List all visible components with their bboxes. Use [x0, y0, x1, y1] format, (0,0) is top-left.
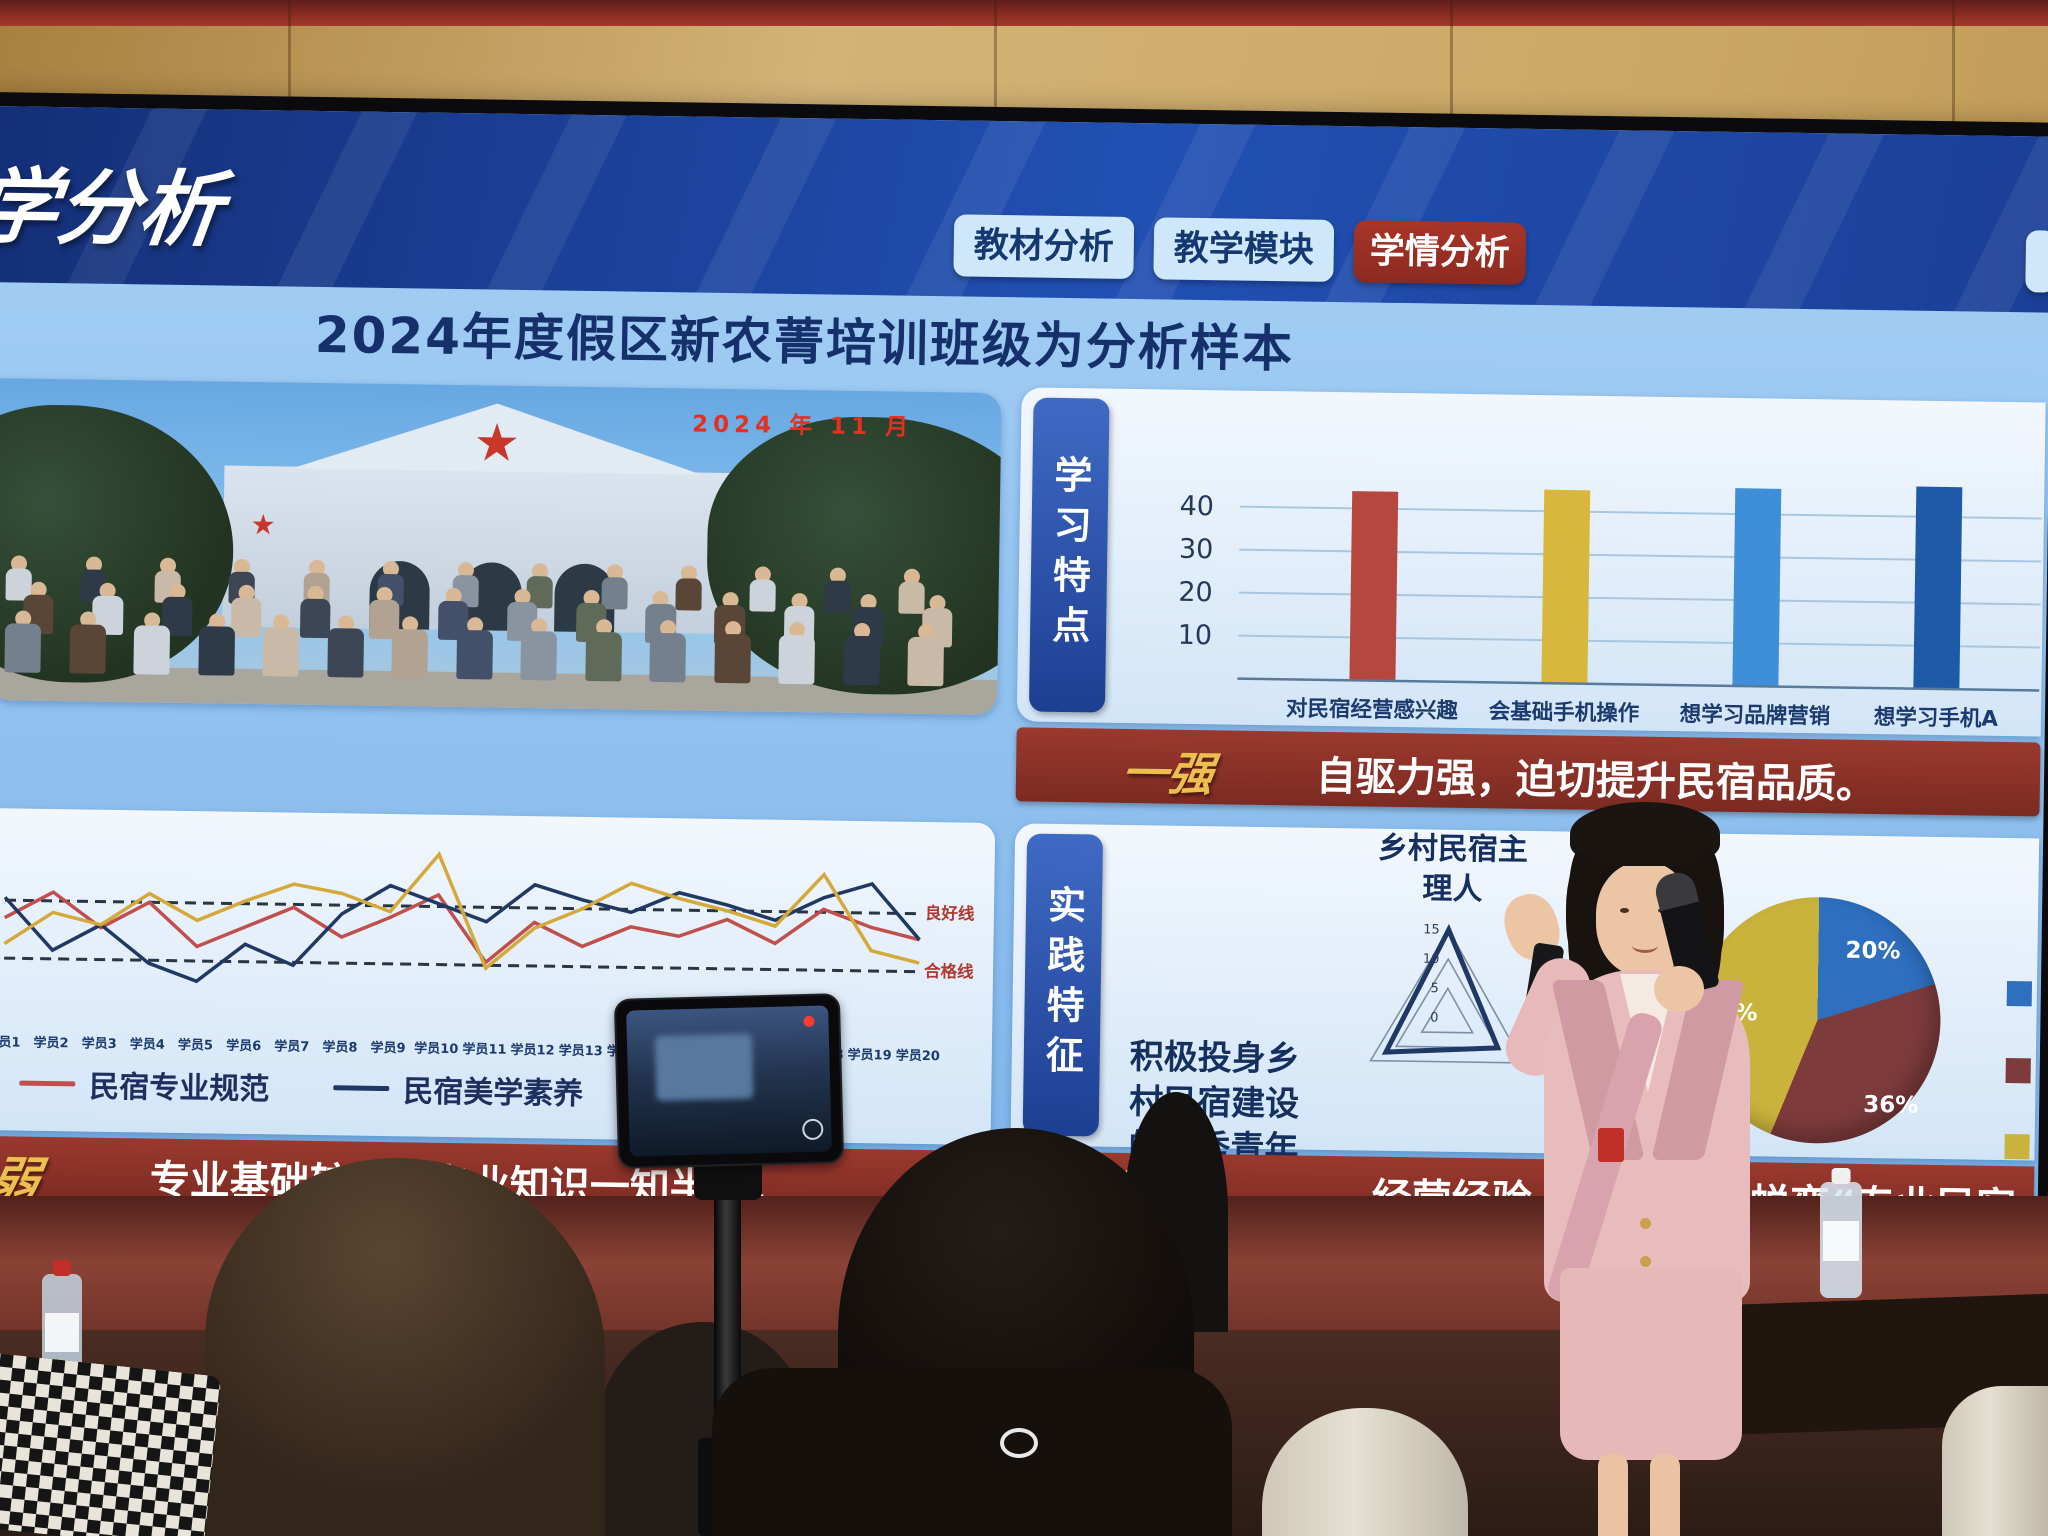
svg-text:合格线: 合格线	[924, 961, 974, 982]
legend-label: 民宿专业规范	[88, 1069, 270, 1108]
svg-text:学员10: 学员10	[414, 1040, 458, 1057]
presenter-eye	[1620, 908, 1629, 913]
wall-seam	[994, 0, 997, 150]
legend-item: 民宿美学素养	[333, 1065, 584, 1113]
svg-text:学员3: 学员3	[82, 1035, 117, 1052]
bar-chart: 10 20 30 40 对民宿经营感兴趣 会基础手机操作 想学习品牌营销 想学习手机A	[1109, 393, 2044, 737]
presenter-bangs	[1570, 802, 1720, 866]
svg-text:学员13: 学员13	[559, 1043, 603, 1060]
legend-swatch	[19, 1080, 76, 1086]
wall-seam	[1450, 0, 1453, 160]
svg-text:学员5: 学员5	[178, 1037, 213, 1054]
svg-text:30: 30	[1179, 534, 1214, 566]
presenter-smile	[1632, 938, 1658, 953]
line-chart-panel: 良好线 合格线 学员1 学员2 学员3 学员4 学员5 学员6 学员7 学员8 学员9 学员10 学员1…	[0, 808, 996, 1145]
pie-legend-item	[2006, 981, 2033, 1007]
svg-text:学员19: 学员19	[847, 1047, 891, 1064]
wall-seam	[1952, 0, 1955, 170]
svg-text:想学习品牌营销: 想学习品牌营销	[1680, 701, 1831, 729]
audience-shoulders	[712, 1368, 1232, 1536]
radar-chart: 15 10 5 0	[1311, 904, 1584, 1108]
svg-text:15: 15	[1423, 922, 1440, 937]
pie-label-36: 36%	[1862, 1091, 1919, 1119]
group-photo: ★ ★ ★ 2024 年 11 月	[0, 378, 1002, 716]
houndstooth-garment	[0, 1352, 222, 1536]
svg-text:良好线: 良好线	[925, 903, 975, 924]
presenter-hand	[1654, 966, 1704, 1012]
tab-cutoff[interactable]	[2025, 230, 2048, 293]
wall-seam	[288, 0, 291, 110]
recording-phone	[613, 993, 845, 1169]
svg-text:学员9: 学员9	[370, 1040, 405, 1057]
phone-screen	[626, 1005, 832, 1157]
strong-banner-tag: 一强	[1117, 745, 1218, 802]
legend-item: 民宿专业规范	[19, 1061, 270, 1109]
slide-title: 2024年度假区新农菁培训班级为分析样本	[314, 305, 1295, 379]
svg-text:20: 20	[1178, 577, 1213, 609]
legend-label: 民宿美学素养	[402, 1074, 584, 1112]
pie-label-20: 20%	[1845, 937, 1901, 965]
legend-swatch	[333, 1084, 390, 1091]
phone-screen-preview	[655, 1033, 754, 1101]
photo-date-caption: 2024 年 11 月	[691, 411, 914, 441]
presenter-leg	[1598, 1454, 1628, 1536]
tab-learner-analysis[interactable]: 学情分析	[1353, 220, 1527, 285]
svg-text:学员2: 学员2	[33, 1035, 68, 1052]
svg-text:40: 40	[1179, 491, 1214, 523]
practice-tab-label: 实践特征	[1022, 833, 1104, 1137]
pie-legend-item	[2005, 1058, 2031, 1084]
shirt-logo	[1000, 1428, 1038, 1458]
svg-text:学员11: 学员11	[462, 1041, 506, 1058]
presenter-skirt	[1560, 1268, 1742, 1460]
svg-text:想学习手机A: 想学习手机A	[1874, 704, 1999, 732]
presenter	[1470, 798, 1780, 1536]
tab-teaching-modules[interactable]: 教学模块	[1153, 217, 1335, 282]
svg-text:学员20: 学员20	[896, 1048, 940, 1065]
svg-text:学员7: 学员7	[274, 1038, 309, 1055]
svg-text:对民宿经营感兴趣: 对民宿经营感兴趣	[1286, 695, 1459, 724]
svg-text:10: 10	[1423, 952, 1440, 967]
svg-text:学员6: 学员6	[226, 1038, 261, 1055]
svg-text:5: 5	[1430, 981, 1439, 996]
pie-legend-item	[2004, 1134, 2030, 1160]
water-bottle	[1820, 1168, 1862, 1298]
ceiling-trim	[0, 0, 2048, 26]
audience-head	[205, 1158, 605, 1536]
svg-text:会基础手机操作: 会基础手机操作	[1489, 698, 1640, 726]
svg-text:学员12: 学员12	[510, 1042, 554, 1059]
shutter-button[interactable]	[802, 1118, 824, 1141]
practice-text-line: 积极投身乡	[1129, 1037, 1301, 1080]
line-chart: 良好线 合格线 学员1 学员2 学员3 学员4 学员5 学员6 学员7 学员8 学员9 学员10 学员1…	[0, 814, 991, 1069]
svg-text:学员4: 学员4	[130, 1036, 165, 1053]
tab-textbook-analysis[interactable]: 教材分析	[953, 214, 1135, 280]
slide-header-band: 学分析 教材分析 教学模块 学情分析	[0, 106, 2048, 313]
svg-text:10: 10	[1177, 620, 1212, 652]
presenter-leg	[1650, 1454, 1680, 1536]
presenter-badge	[1598, 1128, 1624, 1162]
blazer-button	[1640, 1218, 1651, 1229]
slide-header-title: 学分析	[0, 159, 228, 259]
learning-panel: 学习特点 10 20 30 40 对民宿经营感兴趣 会基础手机操作 想学习品牌营销 想学习手机…	[1016, 387, 2046, 737]
record-indicator-icon	[803, 1015, 815, 1028]
svg-text:学员8: 学员8	[322, 1039, 357, 1056]
pillar	[1942, 1386, 2048, 1536]
blazer-button	[1640, 1256, 1651, 1267]
svg-text:学员1: 学员1	[0, 1034, 21, 1051]
learning-tab-label: 学习特点	[1028, 397, 1110, 713]
svg-text:0: 0	[1430, 1010, 1439, 1025]
